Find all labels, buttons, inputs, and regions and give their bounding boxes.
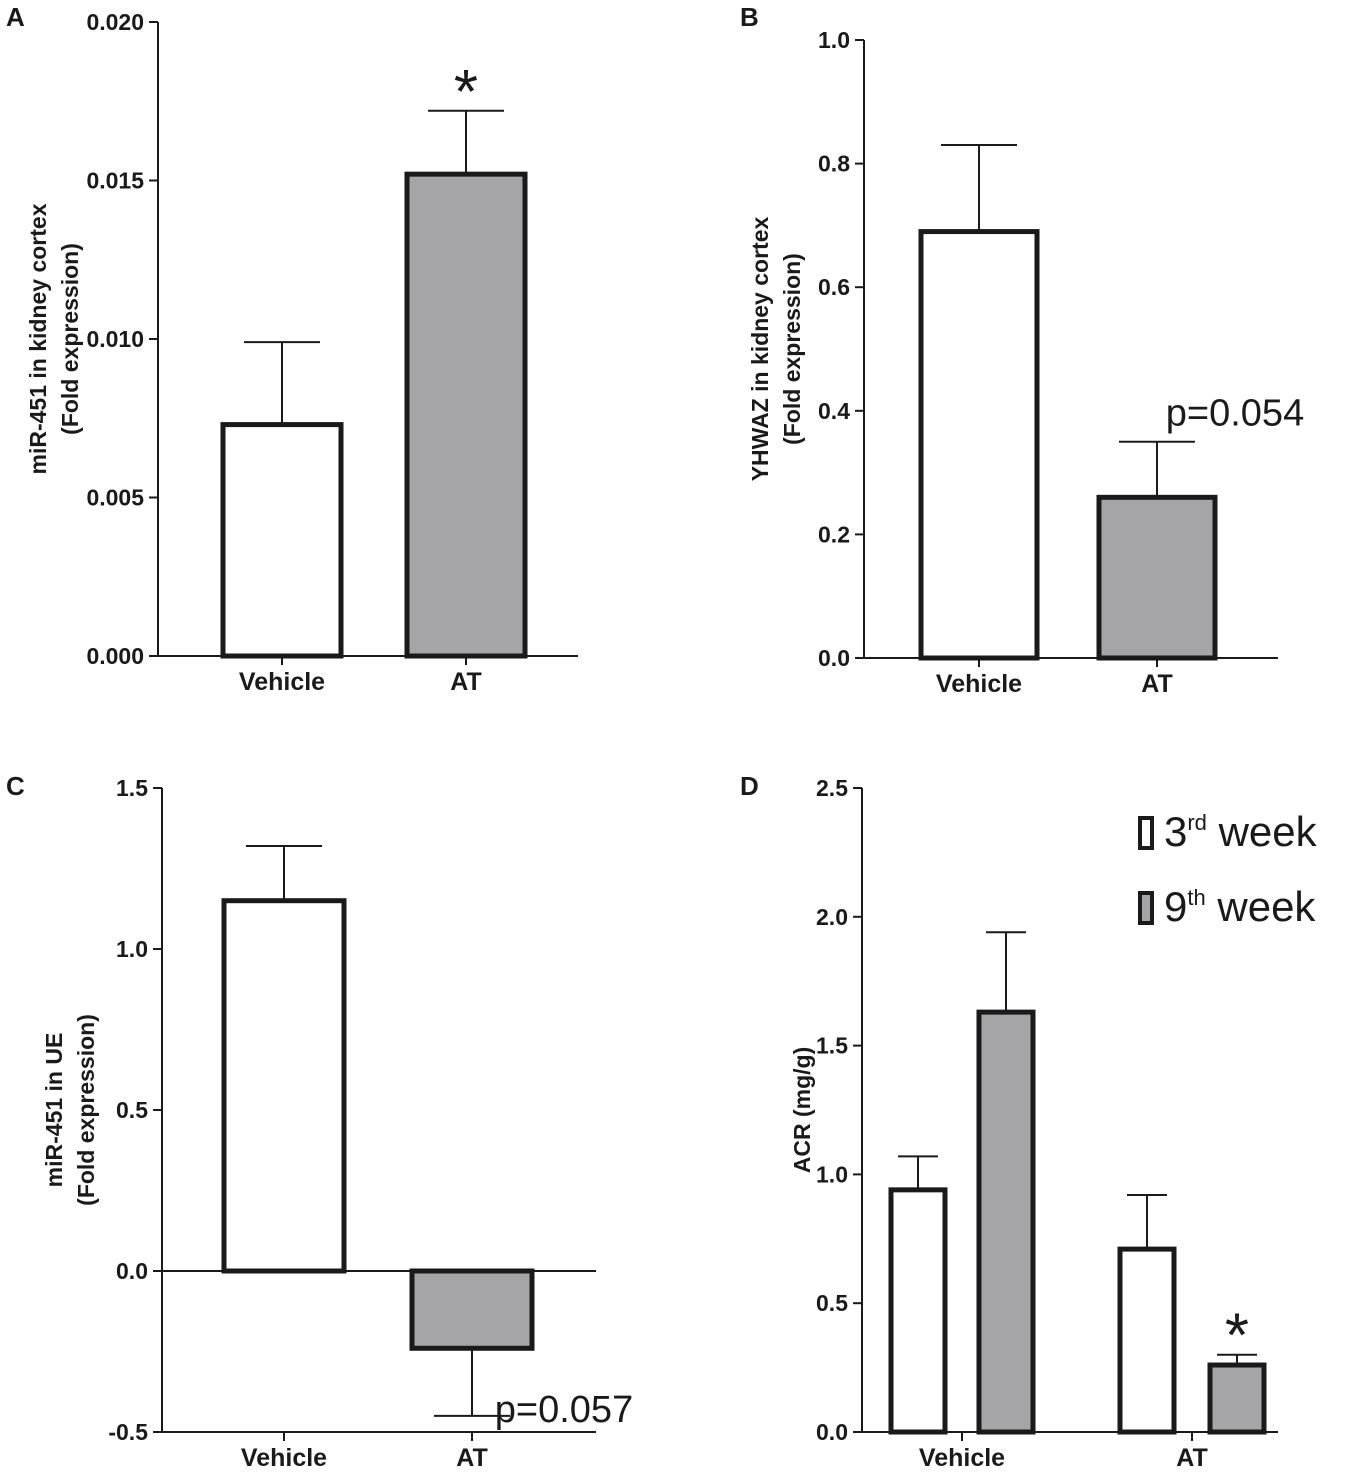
legend-swatch (1138, 891, 1154, 925)
x-category-label: AT (456, 1444, 487, 1472)
y-axis-title: ACR (mg/g) (789, 1047, 815, 1173)
bar-vehicle-s2 (976, 1009, 1036, 1435)
y-tick-label: 0.2 (818, 521, 850, 547)
x-category-label: AT (1176, 1444, 1207, 1472)
y-tick-label: 0.6 (818, 274, 850, 300)
p-value-label: p=0.054 (1166, 393, 1304, 435)
panel-d-letter: D (740, 771, 759, 801)
bar-at (404, 171, 528, 659)
y-tick-label: 2.0 (816, 904, 848, 930)
y-tick-label: 2.5 (816, 775, 848, 801)
x-category-label: Vehicle (919, 1444, 1005, 1472)
y-axis-title: (Fold expression) (73, 1014, 99, 1206)
y-tick-label: 1.0 (816, 1161, 848, 1187)
y-tick-label: 0.005 (86, 485, 144, 511)
bar-vehicle (220, 422, 344, 659)
y-axis-title: YHWAZ in kidney cortex (747, 217, 773, 482)
y-tick-label: 0.000 (86, 643, 144, 669)
y-tick-label: 0.0 (818, 645, 850, 671)
y-tick-label: 0.010 (86, 326, 144, 352)
panel-b-letter: B (740, 2, 759, 32)
x-category-label: Vehicle (239, 668, 325, 696)
x-category-label: Vehicle (936, 670, 1022, 698)
y-tick-label: 0.020 (86, 9, 144, 35)
y-tick-label: 1.5 (116, 775, 148, 801)
panel-d: D 0.0 0.5 1.0 1.5 2.0 2.5 Vehicle AT ACR (mg/g) *… (740, 771, 1318, 1472)
x-category-label: AT (450, 668, 481, 696)
significance-star: * (454, 58, 478, 127)
y-tick-label: -0.5 (108, 1419, 148, 1445)
y-tick-label: 0.015 (86, 168, 144, 194)
legend-label: 3rd week (1164, 808, 1318, 855)
panel-a-letter: A (6, 2, 25, 32)
y-axis-title: (Fold expression) (57, 243, 83, 435)
y-axis-title: (Fold expression) (779, 253, 805, 445)
y-tick-label: 0.0 (116, 1258, 148, 1284)
y-tick-label: 0.4 (818, 398, 850, 424)
x-category-label: Vehicle (241, 1444, 327, 1472)
y-axis-title: miR-451 in kidney cortex (25, 203, 51, 474)
y-tick-label: 0.5 (816, 1290, 848, 1316)
x-category-label: AT (1141, 670, 1172, 698)
p-value-label: p=0.057 (495, 1389, 633, 1431)
panel-c-letter: C (6, 771, 25, 801)
y-tick-label: 0.5 (116, 1097, 148, 1123)
y-axis-title: miR-451 in UE (41, 1033, 67, 1188)
bar-vehicle (221, 898, 347, 1274)
y-tick-label: 1.0 (116, 936, 148, 962)
significance-star: * (1225, 1302, 1249, 1371)
bar-at (1096, 494, 1218, 661)
panel-a: A 0.000 0.005 0.010 0.015 0.020 Vehicle AT miR-… (6, 2, 578, 696)
legend-swatch (1138, 816, 1154, 850)
y-tick-label: 0.0 (816, 1419, 848, 1445)
y-tick-label: 1.0 (818, 27, 850, 53)
bar-at-s2 (1207, 1362, 1267, 1435)
bar-at-s1 (1117, 1246, 1177, 1435)
panel-c: C -0.5 0.0 0.5 1.0 1.5 Vehicle AT miR-451 in UE… (6, 771, 633, 1472)
legend-label: 9th week (1164, 883, 1316, 930)
bar-vehicle (918, 229, 1040, 661)
bar-at (409, 1268, 535, 1351)
y-tick-label: 0.8 (818, 151, 850, 177)
bar-vehicle-s1 (888, 1187, 948, 1435)
y-tick-label: 1.5 (816, 1033, 848, 1059)
panel-b: B 0.0 0.2 0.4 0.6 0.8 1.0 Vehicle AT YHWAZ in ki… (740, 2, 1304, 698)
